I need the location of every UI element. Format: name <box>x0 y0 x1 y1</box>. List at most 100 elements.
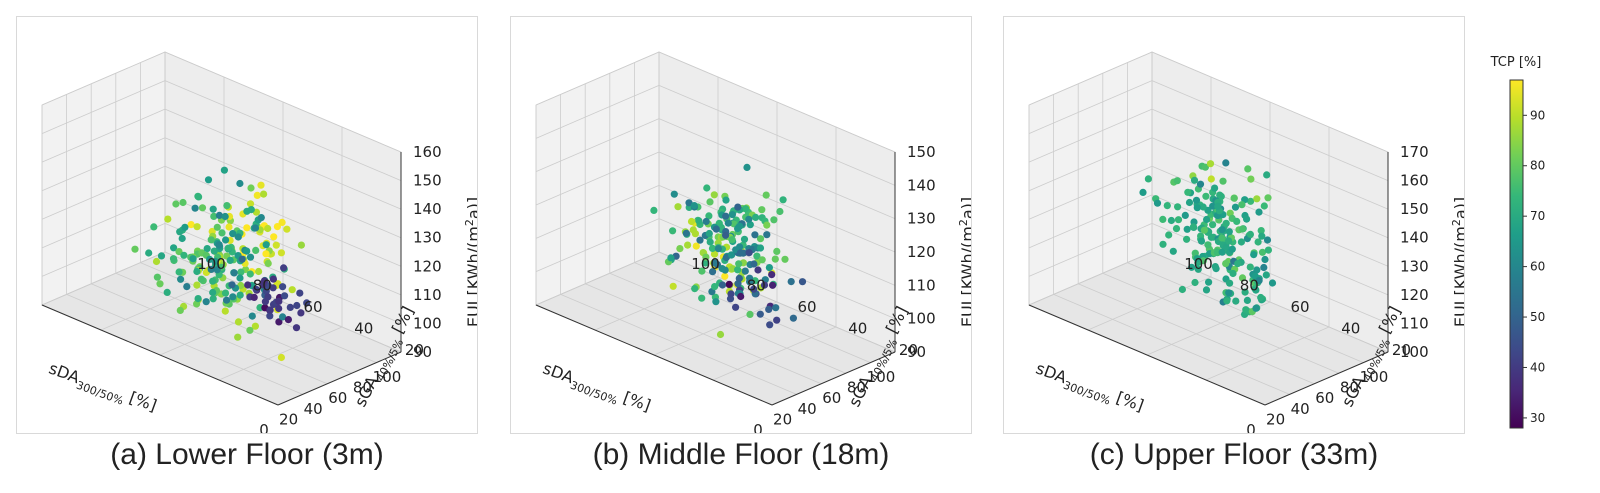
data-point <box>1260 202 1268 210</box>
data-point <box>234 318 243 326</box>
data-point <box>1258 248 1267 256</box>
data-point <box>1163 202 1171 210</box>
data-point <box>230 269 238 277</box>
data-point <box>1246 263 1254 271</box>
data-point <box>732 303 740 311</box>
data-point <box>1184 188 1192 196</box>
data-point <box>1263 171 1271 179</box>
data-point <box>746 278 754 286</box>
data-point <box>163 288 171 296</box>
data-point <box>674 203 682 211</box>
data-point <box>1223 297 1231 305</box>
data-point <box>736 222 744 230</box>
z-tick-label: 120 <box>907 243 936 261</box>
data-point <box>296 289 304 297</box>
data-point <box>266 306 274 314</box>
data-point <box>691 285 699 293</box>
data-point <box>260 277 269 285</box>
data-point <box>262 287 270 295</box>
x-tick-label: 20 <box>1266 410 1285 428</box>
x-axis-line <box>1264 351 1389 406</box>
data-point <box>1262 271 1270 279</box>
data-point <box>169 255 178 263</box>
z-tick-label: 90 <box>413 343 432 361</box>
z-tick-label: 110 <box>907 276 936 294</box>
z-tick-label: 150 <box>907 143 936 161</box>
data-point <box>745 215 753 223</box>
data-point <box>223 296 231 304</box>
z-tick-label: 160 <box>413 143 442 161</box>
data-point <box>275 297 283 305</box>
data-point <box>685 199 693 207</box>
data-point <box>264 259 272 267</box>
data-point <box>1169 247 1177 255</box>
data-point <box>722 196 730 204</box>
data-point <box>275 318 283 326</box>
data-point <box>175 268 183 276</box>
data-point <box>156 280 164 288</box>
data-point <box>1229 269 1237 278</box>
data-point <box>1188 263 1196 271</box>
z-tick-label: 110 <box>1400 314 1429 332</box>
x-tick-label: 40 <box>304 400 323 418</box>
y-tick-label: 40 <box>354 320 373 338</box>
x-axis-line <box>771 351 896 406</box>
data-point <box>293 301 301 310</box>
colorbar-gradient <box>1509 79 1524 429</box>
data-point <box>246 200 255 208</box>
z-tick-label: 150 <box>413 172 442 190</box>
data-point <box>213 266 221 274</box>
data-point <box>1252 304 1260 312</box>
x-tick-label: 60 <box>1315 389 1334 407</box>
data-point <box>157 252 166 260</box>
scatter-points <box>650 163 807 339</box>
data-point <box>789 314 797 322</box>
data-point <box>251 322 259 330</box>
y-tick-label: 60 <box>1290 298 1309 316</box>
scatter-points <box>131 166 311 362</box>
data-point <box>722 212 730 220</box>
caption-upper-floor: (c) Upper Floor (33m) <box>1089 438 1379 471</box>
data-point <box>1189 223 1197 231</box>
data-point <box>728 236 736 244</box>
data-point <box>703 184 711 192</box>
data-point <box>739 249 747 257</box>
data-point <box>687 217 696 226</box>
x-tick-label: 80 <box>847 379 866 397</box>
data-point <box>170 244 178 252</box>
data-point <box>1193 255 1201 263</box>
data-point <box>272 241 280 249</box>
data-point <box>189 255 197 263</box>
data-point <box>1218 248 1226 256</box>
data-point <box>1193 204 1201 212</box>
data-point <box>1264 246 1272 254</box>
colorbar-title: TCP [%] <box>1490 55 1542 70</box>
data-point <box>150 223 158 231</box>
data-point <box>1211 184 1219 192</box>
data-point <box>1211 263 1219 271</box>
data-point <box>684 241 692 249</box>
data-point <box>264 293 272 301</box>
z-tick-label: 100 <box>1400 343 1429 361</box>
data-point <box>176 306 184 314</box>
data-point <box>244 281 252 289</box>
data-point <box>234 333 242 341</box>
data-point <box>297 241 305 249</box>
data-point <box>221 212 229 221</box>
data-point <box>711 259 719 267</box>
data-point <box>1159 240 1167 248</box>
data-point <box>250 293 258 301</box>
data-point <box>771 255 779 263</box>
data-point <box>183 283 191 291</box>
data-point <box>211 257 219 265</box>
data-point <box>1260 263 1268 272</box>
data-point <box>1233 217 1241 225</box>
data-point <box>746 310 754 318</box>
x-tick-label: 100 <box>867 368 896 386</box>
z-tick-label: 130 <box>907 210 936 228</box>
data-point <box>712 298 720 306</box>
data-point <box>229 230 237 238</box>
data-point <box>754 266 762 274</box>
data-point <box>1253 195 1261 203</box>
data-point <box>202 298 210 306</box>
